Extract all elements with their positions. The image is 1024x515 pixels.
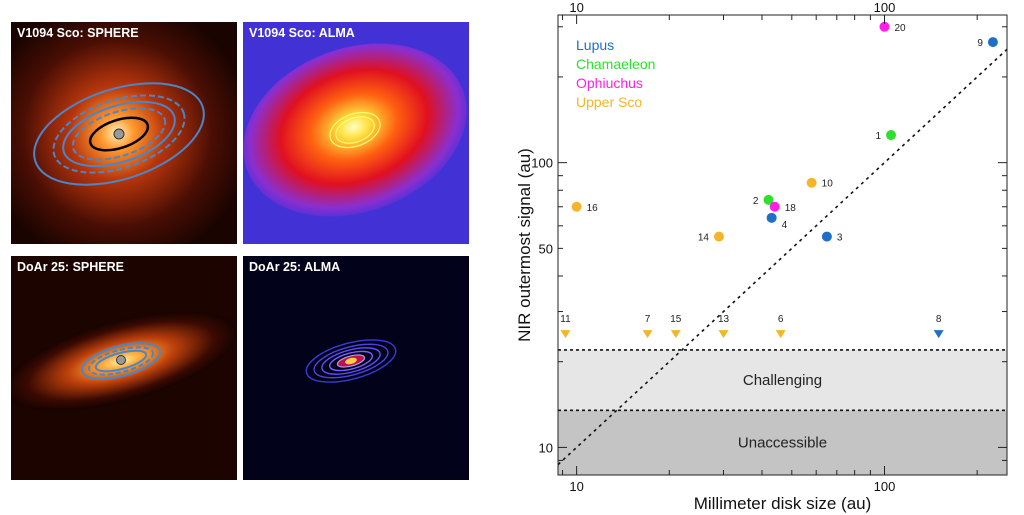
- point-label: 16: [587, 203, 599, 214]
- y-tick-label: 10: [539, 440, 553, 455]
- axes-frame: [557, 14, 1008, 476]
- point-label: 14: [698, 233, 710, 244]
- point-label: 20: [894, 23, 906, 34]
- legend-entry: Chamaeleon: [576, 56, 655, 72]
- data-point: [806, 177, 817, 188]
- doar25-sphere-image: [11, 256, 237, 480]
- x-tick-label: 100: [874, 479, 896, 494]
- data-point: [821, 231, 832, 242]
- upper-limit-marker: [642, 330, 653, 339]
- upper-limit-label: 6: [778, 314, 784, 325]
- y-tick-label: 100: [531, 156, 553, 171]
- x-axis-title: Millimeter disk size (au): [694, 494, 872, 513]
- upper-limit-label: 11: [560, 314, 571, 325]
- panel-title: V1094 Sco: SPHERE: [17, 26, 139, 40]
- data-point: [987, 37, 998, 48]
- upper-limit-marker: [775, 330, 786, 339]
- upper-limit-marker: [718, 330, 729, 339]
- region-challenging: [558, 349, 1007, 411]
- legend-entry: Ophiuchus: [576, 75, 643, 91]
- x-tick-label-top: 100: [874, 0, 896, 15]
- point-label: 2: [753, 196, 759, 207]
- upper-limit-marker: [933, 330, 944, 339]
- point-label: 9: [977, 38, 983, 49]
- x-tick-label-top: 10: [569, 0, 583, 15]
- data-point: [571, 201, 582, 212]
- v1094-sphere-image: [11, 22, 237, 244]
- data-point: [769, 201, 780, 212]
- upper-limit-marker: [670, 330, 681, 339]
- panel-title: DoAr 25: SPHERE: [17, 260, 124, 274]
- upper-limit-marker: [560, 330, 571, 339]
- doar25-alma-image: [243, 256, 469, 480]
- upper-limit-label: 8: [936, 314, 942, 325]
- data-point: [879, 21, 890, 32]
- panel-doar25-sphere: DoAr 25: SPHERE: [11, 256, 237, 480]
- point-label: 10: [822, 179, 834, 190]
- region-label: Unaccessible: [738, 435, 827, 452]
- panel-v1094-sphere: V1094 Sco: SPHERE: [11, 22, 237, 244]
- legend-entry: Lupus: [576, 37, 614, 53]
- data-point: [763, 194, 774, 205]
- data-point: [713, 231, 724, 242]
- region-unaccessible: [558, 410, 1007, 475]
- panel-doar25-alma: DoAr 25: ALMA: [243, 256, 469, 480]
- point-label: 18: [785, 203, 797, 214]
- point-label: 1: [875, 131, 881, 142]
- panel-v1094-alma: V1094 Sco: ALMA: [243, 22, 469, 244]
- legend-entry: Upper Sco: [576, 94, 642, 110]
- panel-title: V1094 Sco: ALMA: [249, 26, 355, 40]
- region-label: Challenging: [743, 372, 822, 389]
- upper-limit-label: 13: [718, 314, 730, 325]
- data-point: [766, 212, 777, 223]
- upper-limit-label: 7: [645, 314, 651, 325]
- point-label: 3: [837, 233, 843, 244]
- point-label: 4: [782, 220, 788, 231]
- v1094-alma-image: [243, 22, 469, 244]
- y-axis-title: NIR outermost signal (au): [515, 148, 534, 342]
- panel-title: DoAr 25: ALMA: [249, 260, 341, 274]
- star-marker: [113, 128, 125, 140]
- x-tick-label: 10: [569, 479, 583, 494]
- upper-limit-label: 15: [670, 314, 682, 325]
- y-tick-label: 50: [539, 241, 553, 256]
- star-marker: [116, 355, 126, 365]
- data-point: [886, 130, 897, 141]
